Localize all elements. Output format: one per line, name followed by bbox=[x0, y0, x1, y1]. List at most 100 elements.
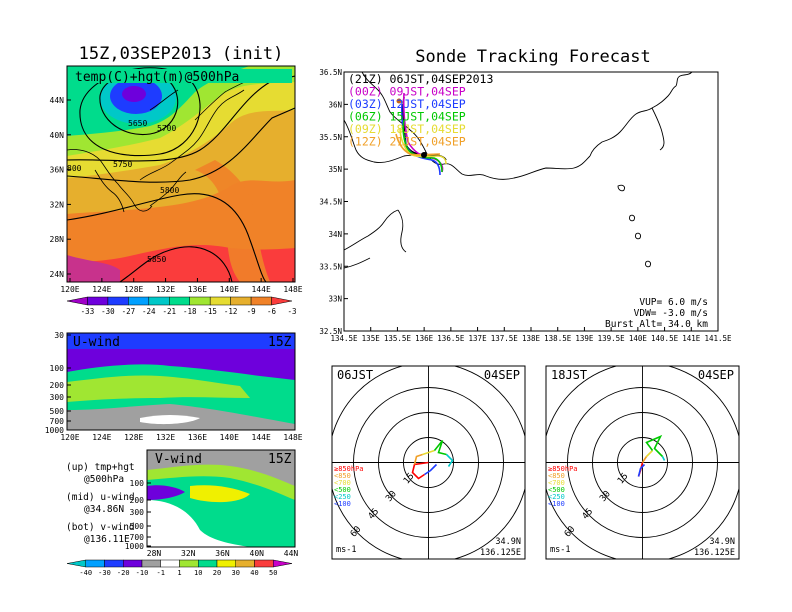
track-lat-tick-label: 33.5N bbox=[319, 262, 342, 271]
track-lon-tick-label: 137.5E bbox=[491, 334, 519, 343]
upper-map-frame bbox=[66, 65, 296, 283]
uwind-lon-ticks: 120E 124E 128E 132E 136E 140E 144E 148E bbox=[60, 433, 302, 442]
track-lon-tick-label: 140E bbox=[629, 334, 648, 343]
colorbar-cell bbox=[66, 296, 88, 306]
upper-colorbar: -33 -30 -27 -24 -21 -18 -15 -12 -9 -6 -3 bbox=[66, 296, 297, 316]
track-lon-ticks: 134.5E 135E 135.5E 136E 136.5E 137E 137.5E 138E… bbox=[330, 327, 732, 343]
colorbar-tick-label: -1 bbox=[157, 569, 165, 577]
hodograph-lat: 34.9N bbox=[495, 537, 521, 547]
colorbar-tick-label: -40 bbox=[79, 569, 92, 577]
vwind-white bbox=[147, 500, 250, 547]
level-legend-entry: <700 bbox=[548, 479, 565, 487]
colorbar-tick-label: -6 bbox=[267, 307, 277, 316]
colorbar-cell bbox=[107, 296, 129, 306]
track-lon-tick-label: 139E bbox=[575, 334, 594, 343]
hodograph-segment bbox=[661, 456, 666, 461]
hodograph-lon: 136.125E bbox=[480, 548, 521, 558]
track-lon-tick-label: 134.5E bbox=[330, 334, 358, 343]
track-lon-tick-label: 137E bbox=[469, 334, 488, 343]
purple-core bbox=[122, 86, 146, 102]
launch-legend-entry: (06Z) 15JST,04SEP bbox=[348, 110, 466, 124]
lat-tick-label: 40N bbox=[50, 131, 65, 140]
uwind-top-band bbox=[67, 333, 295, 349]
track-lat-tick-label: 36.5N bbox=[319, 68, 342, 77]
colorbar-tick-label: -10 bbox=[136, 569, 149, 577]
colorbar-tick-label: -3 bbox=[287, 307, 296, 316]
launch-site-marker bbox=[421, 152, 427, 158]
pressure-tick-label: 30 bbox=[54, 331, 64, 340]
hodograph-time: 18JST bbox=[551, 368, 587, 382]
contour-label-5750: 5750 bbox=[113, 160, 132, 169]
uwind-lon-tick-label: 124E bbox=[92, 433, 111, 442]
uwind-label: U-wind bbox=[73, 335, 120, 350]
lon-tick-label: 144E bbox=[252, 285, 271, 294]
pressure-tick-label: 100 bbox=[50, 364, 65, 373]
colorbar-tick-label: -33 bbox=[81, 307, 95, 316]
launch-legend-entry: (12Z) 21JST,04SEP bbox=[348, 135, 466, 149]
colorbar-cell bbox=[85, 559, 105, 568]
hodograph-lat: 34.9N bbox=[709, 537, 735, 547]
pressure-tick-label: 1000 bbox=[45, 426, 64, 435]
hodograph-time: 06JST bbox=[337, 368, 373, 382]
level-legend-entry: <850 bbox=[548, 472, 565, 480]
contour-label-5800: 5800 bbox=[160, 186, 179, 195]
upper-map-lat-ticks: 24N 28N 32N 36N 40N 44N bbox=[50, 96, 71, 279]
note-up-line2: @500hPa bbox=[84, 474, 124, 485]
contour-label-5650: 5650 bbox=[128, 119, 147, 128]
panel-legend-notes: (up) tmp+hgt @500hPa (mid) u-wind @34.86… bbox=[66, 462, 135, 545]
launch-legend: (21Z) 06JST,04SEP2013(00Z) 09JST,04SEP(0… bbox=[348, 72, 493, 149]
hodograph-segment bbox=[433, 440, 447, 456]
pressure-tick-label: 100 bbox=[130, 479, 145, 488]
colorbar-cell bbox=[160, 559, 180, 568]
colorbar-tick-label: -30 bbox=[101, 307, 115, 316]
track-map bbox=[344, 72, 718, 331]
init-title: 15Z,03SEP2013 (init) bbox=[79, 44, 284, 64]
launch-legend-entry: (09Z) 18JST,04SEP bbox=[348, 122, 466, 136]
uwind-lon-tick-label: 144E bbox=[252, 433, 271, 442]
level-legend-entry: ≥850hPa bbox=[548, 465, 578, 473]
colorbar-tick-label: -21 bbox=[162, 307, 176, 316]
launch-legend-entry: (21Z) 06JST,04SEP2013 bbox=[348, 72, 493, 86]
level-legend-entry: <100 bbox=[334, 500, 351, 508]
uwind-lon-tick-label: 148E bbox=[283, 433, 302, 442]
track-lon-tick-label: 138.5E bbox=[544, 334, 572, 343]
pressure-tick-label: 300 bbox=[50, 393, 65, 402]
lon-tick-label: 124E bbox=[92, 285, 111, 294]
colorbar-cell bbox=[123, 559, 143, 568]
vwind-colorbar: -40 -30 -20 -10 -1 1 10 20 30 40 50 bbox=[66, 559, 293, 577]
colorbar-cell bbox=[198, 559, 218, 568]
colorbar-cell bbox=[179, 559, 199, 568]
coastlines bbox=[67, 71, 266, 213]
hodograph-segment bbox=[645, 434, 664, 458]
colorbar-tick-label: 50 bbox=[269, 569, 277, 577]
uwind-lon-tick-label: 136E bbox=[188, 433, 207, 442]
note-bot-line2: @136.11E bbox=[84, 534, 130, 545]
lon-tick-label: 136E bbox=[188, 285, 207, 294]
vwind-lat-tick-label: 36N bbox=[215, 549, 230, 558]
vwind-lat-tick-label: 40N bbox=[250, 549, 265, 558]
colorbar-tick-label: -18 bbox=[183, 307, 197, 316]
burst-text: Burst Alt= 34.0 km bbox=[605, 319, 708, 330]
track-lat-tick-label: 35N bbox=[328, 165, 342, 174]
upper-map-label-bg bbox=[70, 69, 292, 83]
colorbar-tick-label: -20 bbox=[117, 569, 130, 577]
upper-map-label: temp(C)+hgt(m)@500hPa bbox=[75, 70, 239, 85]
contour-label-800: 800 bbox=[67, 164, 82, 173]
colorbar-cell bbox=[250, 296, 272, 306]
vdw-text: VDW= -3.0 m/s bbox=[634, 308, 708, 319]
colorbar-tick-label: 20 bbox=[213, 569, 221, 577]
hodograph-trace bbox=[411, 440, 454, 480]
track-lon-tick-label: 140.5E bbox=[651, 334, 679, 343]
level-legend-entry: <100 bbox=[548, 500, 565, 508]
track-lat-tick-label: 36N bbox=[328, 100, 342, 109]
colorbar-tick-label: 40 bbox=[250, 569, 258, 577]
track-lon-tick-label: 136.5E bbox=[437, 334, 465, 343]
colorbar-tick-label: -9 bbox=[247, 307, 256, 316]
note-bot-line1: (bot) v-wind bbox=[66, 522, 135, 533]
colorbar-tick-label: -27 bbox=[122, 307, 136, 316]
colorbar-cell bbox=[87, 296, 109, 306]
